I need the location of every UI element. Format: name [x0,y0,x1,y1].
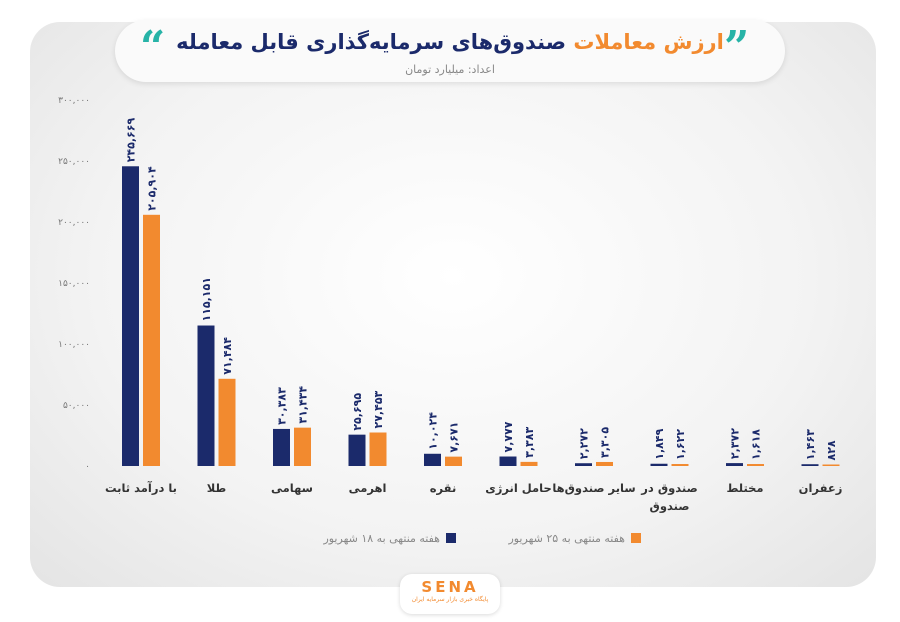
bar-week25 [747,464,764,466]
bar-week25 [143,214,160,466]
title-main: صندوق‌های سرمایه‌گذاری قابل معامله [176,30,567,54]
bar-week25 [671,464,689,466]
bar-week18 [122,166,139,466]
bar-value-label: ۱۱۵,۱۵۱ [200,277,213,321]
bar-value-label: ۸۲۸ [825,440,838,460]
bar-value-label: ۲۴۵,۶۶۹ [125,118,138,163]
bar-week25 [520,461,538,466]
bar-value-label: ۱,۸۴۹ [653,428,666,459]
category-label: سهامی [271,481,313,495]
bar-week25 [218,378,236,466]
chart-title: ارزش معاملات صندوق‌های سرمایه‌گذاری قابل… [115,30,785,54]
title-banner: ارزش معاملات صندوق‌های سرمایه‌گذاری قابل… [115,20,785,82]
y-tick-label: ۵۰,۰۰۰ [63,401,90,411]
category-label: نقره [430,481,457,495]
y-tick-label: ۱۰۰,۰۰۰ [58,340,90,350]
category-label: حامل انرژی [485,481,552,495]
sena-logo: SENA پایگاه خبری بازار سرمایه ایران [400,574,500,614]
category-label: صندوق در [640,481,697,496]
logo-text: SENA [421,578,479,596]
bar-week18 [348,434,366,466]
legend-swatch [446,533,456,543]
bar-value-label: ۷,۶۷۱ [448,422,461,453]
bar-value-label: ۲۷,۴۵۳ [372,390,385,428]
bar-value-label: ۱,۴۶۳ [804,429,817,460]
category-label: سایر صندوق‌ها [552,481,635,496]
category-label: زعفران [799,481,843,495]
category-label: با درآمد ثابت [105,481,177,495]
chart-subtitle: اعداد: میلیارد تومان [405,63,495,76]
bar-value-label: ۷,۷۷۷ [502,421,515,452]
y-tick-label: ۲۰۰,۰۰۰ [58,218,90,228]
bar-week18 [650,463,668,466]
bar-week25 [445,456,462,466]
bar-week18 [575,463,592,466]
category-label: صندوق [650,499,690,514]
legend-swatch [631,533,641,543]
bar-value-label: ۲,۲۷۲ [578,428,591,459]
bar-value-label: ۷۱,۴۸۴ [221,337,234,375]
category-label: اهرمی [349,481,387,495]
bar-week25 [596,461,613,466]
bar-week18 [499,456,517,466]
bar-value-label: ۲,۳۷۲ [729,428,742,459]
bar-week18 [197,325,215,466]
bar-week18 [273,428,290,466]
legend-label: هفته منتهی به ۲۵ شهریور [507,532,625,545]
y-tick-label: ۳۰۰,۰۰۰ [58,96,90,106]
quote-close-icon: ” [724,22,750,73]
y-tick-label: ۰ [85,462,90,472]
bar-value-label: ۳۰,۳۸۳ [276,387,289,425]
title-accent: ارزش معاملات [573,30,724,54]
bar-week18 [726,463,743,466]
y-tick-label: ۱۵۰,۰۰۰ [58,279,90,289]
bar-week25 [822,464,840,466]
y-tick-label: ۲۵۰,۰۰۰ [58,157,90,167]
category-label: طلا [207,481,227,495]
bar-week25 [294,427,311,466]
category-label: مختلط [726,481,763,495]
bar-week18 [801,464,819,466]
bar-week18 [424,453,441,466]
bar-value-label: ۱۰,۰۲۴ [427,412,440,450]
bar-value-label: ۲۰۵,۹۰۴ [146,166,159,211]
bar-value-label: ۲۵,۶۹۵ [351,393,364,431]
bar-value-label: ۳۱,۴۳۴ [297,386,310,424]
bar-value-label: ۱,۶۱۸ [750,429,763,460]
chart-panel [30,22,876,587]
legend-label: هفته منتهی به ۱۸ شهریور [322,532,440,545]
bar-value-label: ۳,۳۰۵ [599,427,612,458]
bar-value-label: ۳,۳۸۳ [523,427,536,458]
quote-open-icon: “ [140,22,166,73]
logo-subtext: پایگاه خبری بازار سرمایه ایران [411,596,489,603]
bar-week25 [369,432,387,466]
bar-value-label: ۱,۶۲۲ [674,429,687,460]
